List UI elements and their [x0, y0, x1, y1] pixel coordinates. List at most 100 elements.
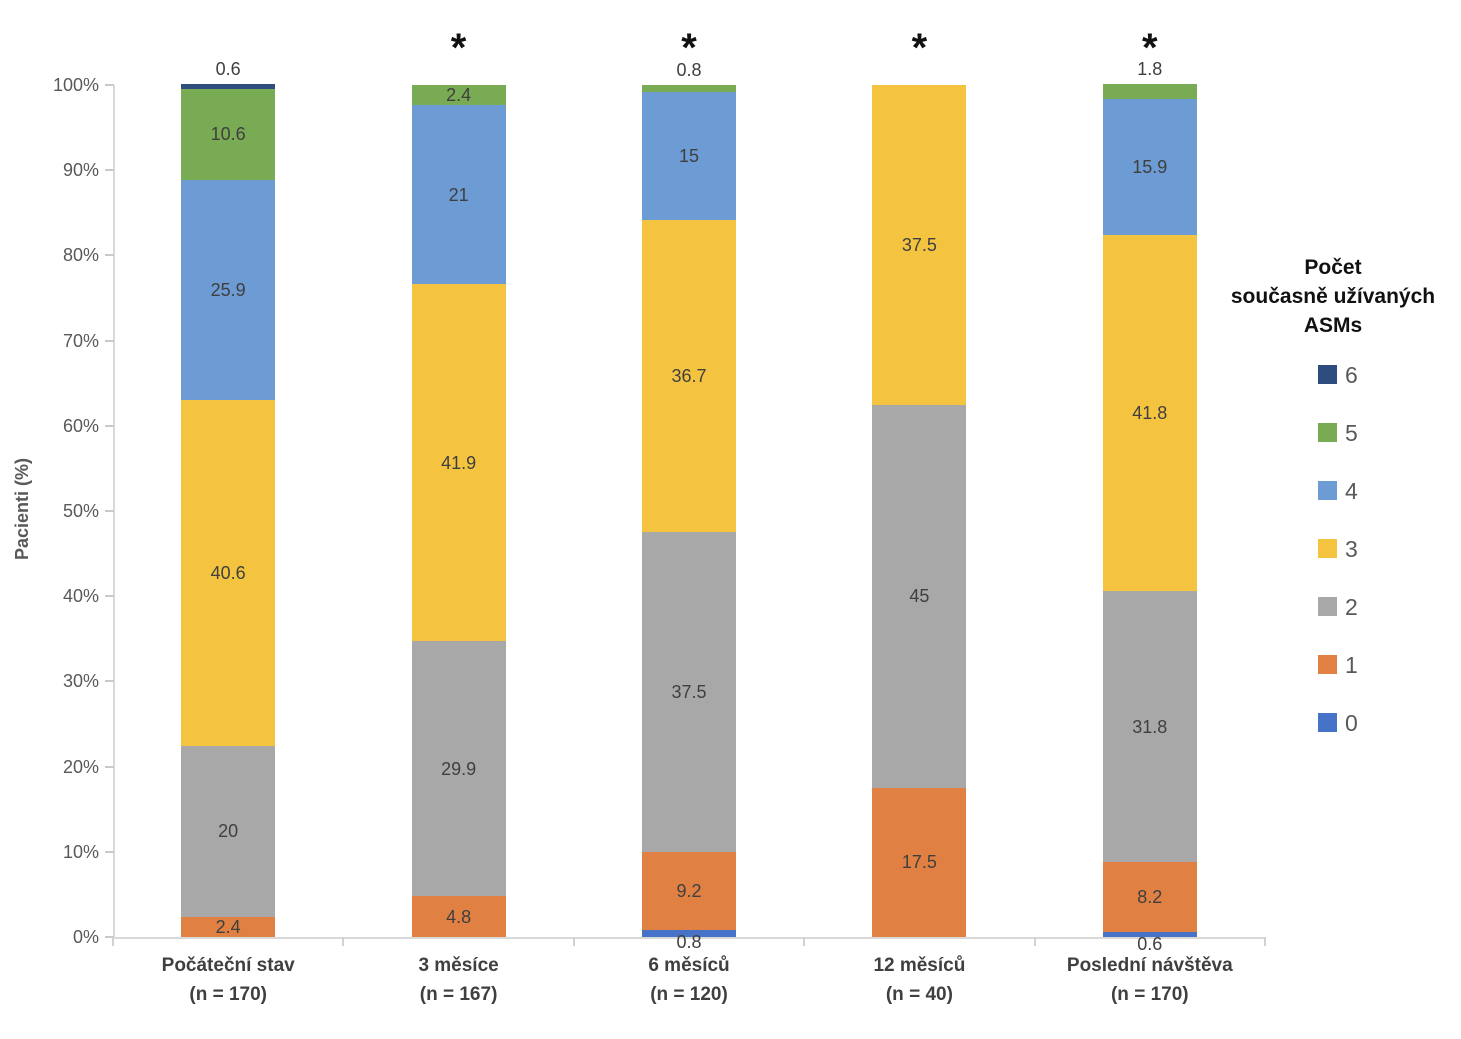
bar-segment-asm-4 [642, 91, 736, 220]
value-label: 9.2 [676, 880, 702, 901]
value-label: 0.6 [1137, 933, 1163, 954]
y-tick-label: 100% [52, 75, 99, 95]
bar-segment-asm-2 [181, 746, 276, 917]
value-label: 2.4 [446, 85, 472, 106]
category-label: 6 měsíců [648, 955, 730, 976]
legend-entry-4-swatch [1318, 481, 1337, 500]
bar-segment-asm-6 [181, 84, 276, 90]
bar-segment-asm-2 [1102, 591, 1197, 862]
bar-segment-asm-4 [181, 179, 276, 401]
value-label: 20 [218, 821, 239, 842]
bar-segment-asm-5 [411, 85, 506, 106]
y-tick-label: 60% [62, 415, 99, 436]
legend-entry-0-label: 0 [1345, 710, 1358, 736]
legend-entry-6-swatch [1318, 365, 1337, 384]
bar-segment-asm-3 [872, 85, 967, 405]
bar-segment-asm-2 [872, 404, 967, 788]
value-label: 37.5 [671, 682, 707, 703]
value-label: 45 [909, 586, 930, 607]
y-tick-label: 70% [62, 330, 99, 351]
legend-entry-1-swatch [1318, 655, 1337, 674]
bar-segment-asm-3 [1102, 234, 1197, 592]
legend-entry-2-label: 2 [1345, 594, 1358, 620]
bar-segment-asm-1 [1102, 862, 1197, 932]
bar-segment-asm-4 [1102, 99, 1197, 235]
bar-segment-asm-2 [642, 532, 736, 852]
bar-segment-asm-3 [411, 284, 506, 642]
category-n-label: (n = 170) [189, 984, 267, 1005]
y-tick-mark [105, 84, 114, 86]
significance-asterisk: * [911, 26, 928, 70]
legend-title: ASMs [1303, 314, 1363, 337]
bar-segment-asm-3 [642, 219, 736, 533]
y-tick-mark [105, 765, 114, 768]
value-label: 29.9 [441, 758, 477, 779]
value-label: 40.6 [210, 563, 246, 584]
y-tick-label: 30% [62, 671, 99, 692]
y-tick-mark [105, 169, 114, 172]
value-label: 25.9 [210, 279, 246, 300]
value-label: 10.6 [210, 124, 246, 145]
y-axis-line [113, 85, 115, 937]
y-tick-mark [105, 595, 114, 598]
significance-asterisk: * [1142, 26, 1158, 70]
category-label: 12 měsíců [873, 955, 966, 976]
value-label: 8.2 [1137, 886, 1163, 907]
x-tick-mark [803, 937, 806, 946]
bar-segment-asm-1 [872, 787, 967, 937]
value-label: 2.4 [215, 916, 241, 937]
y-tick-mark [105, 254, 114, 257]
x-tick-mark [342, 937, 345, 946]
y-tick-mark [105, 680, 114, 683]
significance-asterisk: * [681, 26, 697, 70]
value-label: 41.9 [441, 452, 477, 473]
legend-entry-3-label: 3 [1345, 536, 1358, 562]
significance-asterisk: * [450, 26, 467, 70]
bar-segment-asm-0 [1102, 931, 1197, 937]
value-label: 0.8 [676, 932, 702, 953]
category-label: 3 měsíce [418, 955, 499, 976]
x-tick-mark [1264, 937, 1266, 946]
y-tick-label: 0% [72, 927, 99, 947]
bar-segment-asm-1 [181, 916, 276, 937]
bar-segment-asm-1 [642, 851, 736, 931]
category-n-label: (n = 120) [650, 984, 728, 1005]
y-tick-label: 50% [62, 501, 99, 521]
legend-entry-4-label: 4 [1345, 478, 1358, 504]
category-label: Počáteční stav [161, 955, 295, 976]
y-tick-label: 40% [62, 586, 99, 607]
bar-segment-asm-4 [411, 105, 506, 285]
value-label: 0.6 [215, 59, 241, 80]
value-label: 15.9 [1132, 157, 1168, 178]
legend-title: současně užívaných [1230, 285, 1436, 308]
x-axis-line [113, 937, 1265, 939]
category-label: Poslední návštěva [1066, 955, 1233, 976]
y-tick-label: 90% [62, 160, 99, 181]
legend-entry-0-swatch [1318, 713, 1337, 732]
bar-segment-asm-5 [1102, 84, 1197, 100]
y-tick-mark [105, 850, 114, 853]
y-tick-mark [105, 510, 114, 512]
category-n-label: (n = 40) [885, 984, 953, 1005]
legend-title: Počet [1304, 256, 1362, 279]
bar-segment-asm-1 [411, 896, 506, 937]
bar-segment-asm-2 [411, 641, 506, 897]
x-tick-mark [1033, 937, 1036, 946]
value-label: 41.8 [1132, 403, 1168, 424]
category-n-label: (n = 170) [1110, 984, 1189, 1005]
category-n-label: (n = 167) [419, 984, 498, 1005]
value-label: 36.7 [671, 365, 707, 386]
y-tick-label: 10% [62, 841, 99, 862]
bar-segment-asm-5 [642, 85, 736, 92]
bar-segment-asm-3 [181, 400, 276, 747]
value-label: 37.5 [901, 234, 937, 255]
y-tick-mark [105, 339, 114, 342]
value-label: 1.8 [1137, 59, 1163, 80]
y-tick-label: 20% [62, 756, 99, 777]
x-tick-mark [572, 937, 575, 946]
y-tick-mark [105, 424, 114, 427]
legend-entry-3-swatch [1318, 539, 1337, 558]
bar-segment-asm-5 [181, 89, 276, 180]
y-tick-mark [105, 936, 114, 938]
value-label: 15 [678, 145, 700, 166]
